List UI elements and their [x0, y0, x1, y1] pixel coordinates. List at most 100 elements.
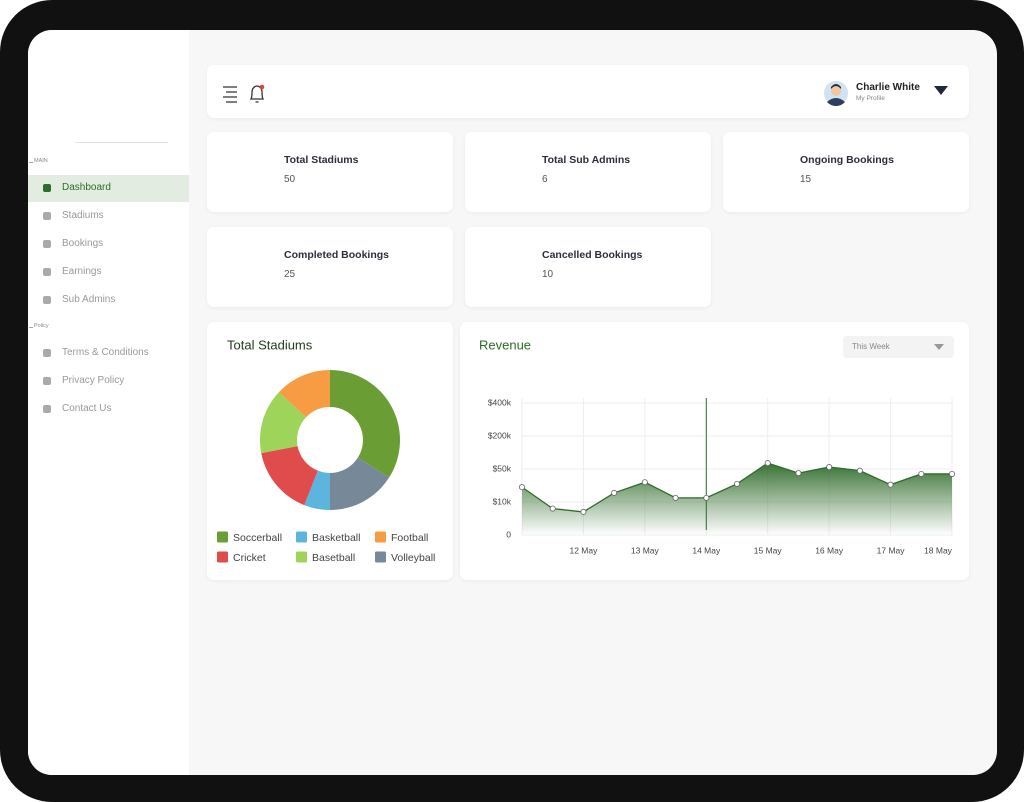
donut-slice: [261, 446, 318, 506]
dropdown-arrow[interactable]: [934, 344, 944, 350]
nav-icon[interactable]: [43, 405, 51, 413]
section-dash: [29, 327, 33, 328]
stat-label: Cancelled Bookings: [542, 249, 643, 261]
profile-dropdown[interactable]: [933, 85, 949, 97]
section-dash: [29, 162, 33, 163]
nav-icon[interactable]: [43, 212, 51, 220]
point: [826, 464, 833, 471]
legend-swatch: [296, 531, 307, 543]
legend-label: Basketball: [312, 532, 360, 544]
point: [856, 467, 863, 474]
chart-title: Revenue: [479, 337, 531, 352]
divider: [75, 142, 168, 143]
point: [519, 484, 526, 491]
dropdown-box[interactable]: [843, 336, 954, 358]
header-icons: [223, 84, 265, 103]
y-tick-label: $10k: [493, 496, 512, 506]
menu-icon[interactable]: [223, 86, 237, 103]
donut-slice: [330, 370, 400, 478]
stat-label: Total Sub Admins: [542, 154, 631, 166]
point: [703, 494, 710, 501]
nav-item[interactable]: Contact Us: [62, 403, 112, 414]
point: [764, 460, 771, 467]
chart-title: Total Stadiums: [227, 337, 313, 352]
legend-label: Soccerball: [233, 532, 282, 544]
nav-item[interactable]: Privacy Policy: [62, 375, 125, 386]
x-tick-label: 16 May: [815, 545, 844, 555]
avatar[interactable]: [824, 81, 850, 107]
user-subtitle[interactable]: My Profile: [856, 95, 885, 102]
line-chart: Revenue This Week 0 $10k $50k $200k $400k 12 …: [479, 336, 955, 555]
nav-item[interactable]: Dashboard: [62, 182, 111, 193]
nav-item[interactable]: Terms & Conditions: [62, 347, 149, 358]
x-tick-label: 18 May: [924, 545, 953, 555]
section-label: Policy: [34, 323, 49, 329]
nav-icon[interactable]: [43, 296, 51, 304]
nav-item[interactable]: Bookings: [62, 238, 104, 249]
legend-label: Volleyball: [391, 552, 435, 564]
donut-slice: [330, 457, 390, 510]
x-tick-label: 14 May: [692, 545, 721, 555]
stat-label: Ongoing Bookings: [800, 154, 894, 166]
nav-icon[interactable]: [43, 349, 51, 357]
donut-slice: [260, 392, 306, 454]
user-name[interactable]: Charlie White: [856, 82, 920, 93]
point: [641, 479, 648, 486]
revenue-card: Revenue This Week 0 $10k $50k $200k $400k 12 …: [460, 322, 969, 580]
pie-chart: Total Stadiums Soccerball Volleyball Baske…: [217, 337, 435, 564]
legend-swatch: [217, 551, 228, 563]
x-tick-label: 15 May: [754, 545, 783, 555]
pie-card: Total Stadiums Soccerball Volleyball Baske…: [207, 322, 453, 580]
x-tick-label: 17 May: [877, 545, 906, 555]
header-bar: Charlie White My Profile: [207, 65, 969, 118]
stat-value: 15: [800, 174, 812, 185]
nav-icon[interactable]: [43, 377, 51, 385]
period-dropdown[interactable]: This Week: [843, 336, 954, 358]
stat-value: 50: [284, 174, 296, 185]
legend-swatch: [375, 531, 386, 543]
stat-card[interactable]: Cancelled Bookings 10: [465, 227, 711, 307]
screen: MAIN Dashboard Stadiums Bookings Earnings Sub…: [28, 30, 997, 775]
y-tick-label: $50k: [493, 463, 512, 473]
point: [918, 470, 925, 477]
nav-icon[interactable]: [43, 184, 51, 192]
section-label: MAIN: [34, 158, 48, 164]
point: [887, 481, 894, 488]
active-item-bg: [28, 175, 189, 202]
donut-slice: [304, 470, 330, 510]
y-tick-label: 0: [506, 529, 511, 539]
stat-label: Completed Bookings: [284, 249, 390, 261]
point: [549, 505, 556, 512]
y-tick-label: $200k: [488, 430, 512, 440]
stat-card[interactable]: Ongoing Bookings 15: [723, 132, 969, 212]
stat-label: Total Stadiums: [284, 154, 359, 166]
dropdown-text[interactable]: This Week: [852, 342, 891, 351]
nav-item[interactable]: Sub Admins: [62, 294, 116, 305]
stat-value: 10: [542, 269, 554, 280]
legend-swatch: [217, 531, 228, 543]
stat-card[interactable]: Total Stadiums 50: [207, 132, 453, 212]
x-tick-label: 13 May: [631, 545, 660, 555]
y-tick-label: $400k: [488, 397, 512, 407]
point: [795, 470, 802, 477]
point: [672, 494, 679, 501]
stat-value: 25: [284, 269, 296, 280]
stat-value: 6: [542, 174, 548, 185]
nav-icon[interactable]: [43, 240, 51, 248]
donut-slice: [278, 370, 330, 418]
point: [580, 508, 587, 515]
nav-icon[interactable]: [43, 268, 51, 276]
legend-label: Cricket: [233, 552, 266, 564]
bell-icon[interactable]: [249, 84, 265, 103]
sidebar: MAIN Dashboard Stadiums Bookings Earnings Sub…: [28, 30, 189, 775]
area: [522, 463, 952, 535]
x-tick-label: 12 May: [569, 545, 598, 555]
nav-item[interactable]: Stadiums: [62, 210, 104, 221]
stat-card[interactable]: Total Sub Admins 6: [465, 132, 711, 212]
point: [611, 489, 618, 496]
nav-item[interactable]: Earnings: [62, 266, 102, 277]
legend-label: Football: [391, 532, 428, 544]
legend-swatch: [375, 551, 386, 563]
stat-card[interactable]: Completed Bookings 25: [207, 227, 453, 307]
